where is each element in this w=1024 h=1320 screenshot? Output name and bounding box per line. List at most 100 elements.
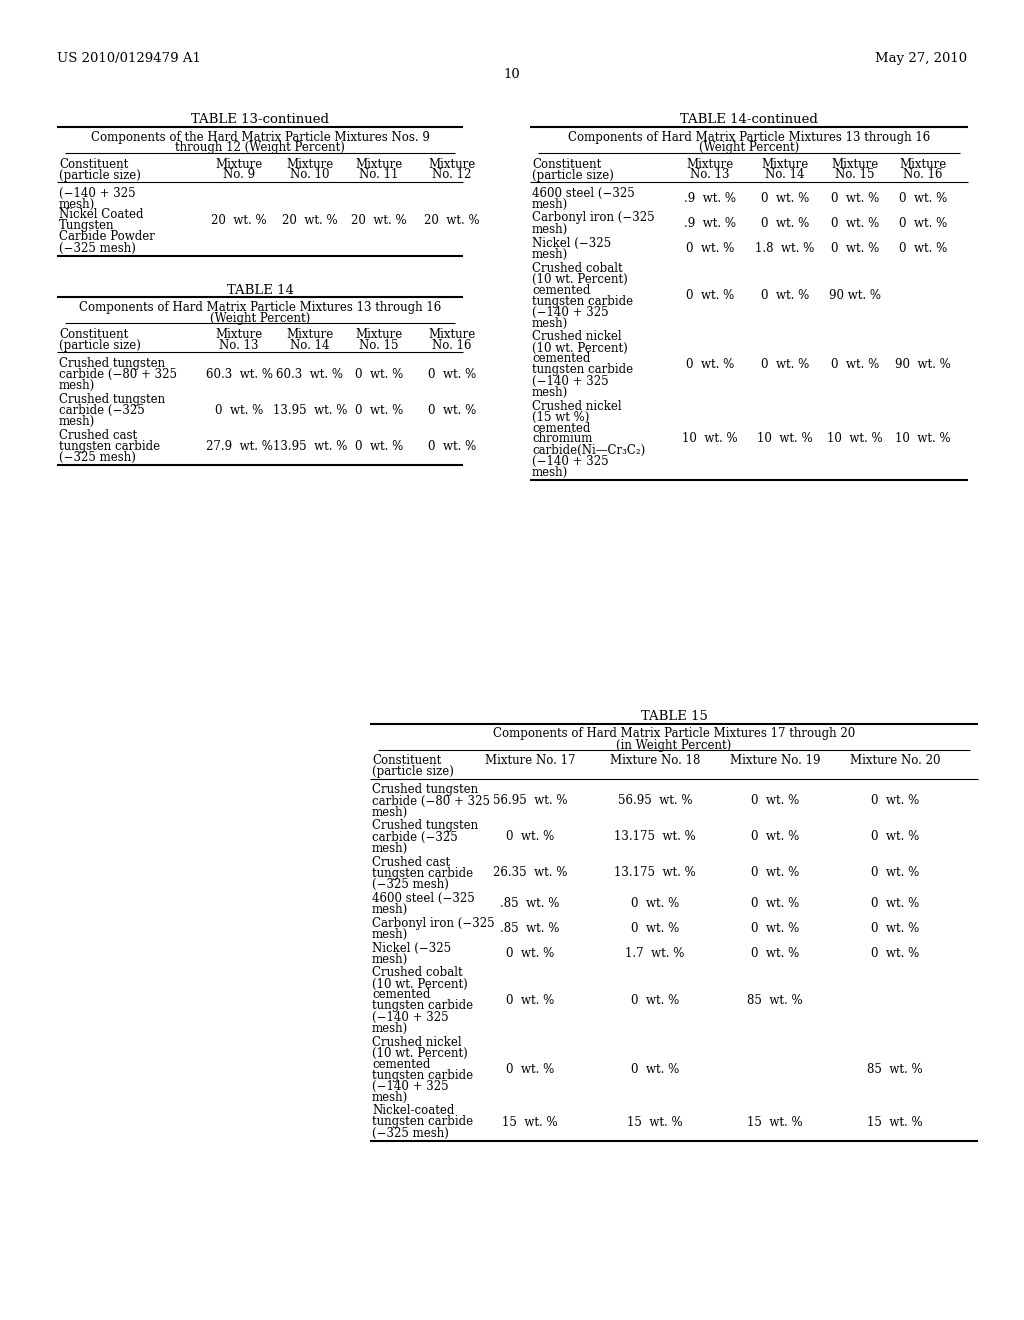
Text: 0  wt. %: 0 wt. %	[761, 358, 809, 371]
Text: 0  wt. %: 0 wt. %	[506, 830, 554, 843]
Text: 0  wt. %: 0 wt. %	[870, 830, 920, 843]
Text: (in Weight Percent): (in Weight Percent)	[616, 738, 731, 751]
Text: 0  wt. %: 0 wt. %	[686, 358, 734, 371]
Text: 60.3  wt. %: 60.3 wt. %	[276, 368, 343, 381]
Text: 0  wt. %: 0 wt. %	[355, 404, 403, 417]
Text: (−325 mesh): (−325 mesh)	[372, 878, 449, 891]
Text: (15 wt %): (15 wt %)	[532, 411, 590, 424]
Text: Carbide Powder: Carbide Powder	[59, 231, 155, 243]
Text: Mixture: Mixture	[215, 327, 262, 341]
Text: 0  wt. %: 0 wt. %	[686, 242, 734, 255]
Text: (−140 + 325: (−140 + 325	[372, 1080, 449, 1093]
Text: 0  wt. %: 0 wt. %	[870, 866, 920, 879]
Text: Crushed cast: Crushed cast	[59, 429, 137, 442]
Text: 90 wt. %: 90 wt. %	[829, 289, 881, 302]
Text: Crushed tungsten: Crushed tungsten	[59, 356, 165, 370]
Text: 20  wt. %: 20 wt. %	[424, 214, 480, 227]
Text: carbide (−80 + 325: carbide (−80 + 325	[372, 795, 490, 808]
Text: 0  wt. %: 0 wt. %	[751, 866, 799, 879]
Text: 1.8  wt. %: 1.8 wt. %	[756, 242, 815, 255]
Text: No. 14: No. 14	[290, 339, 330, 352]
Text: Mixture No. 17: Mixture No. 17	[484, 755, 575, 767]
Text: TABLE 14: TABLE 14	[226, 284, 294, 297]
Text: 10  wt. %: 10 wt. %	[827, 433, 883, 446]
Text: 0  wt. %: 0 wt. %	[899, 242, 947, 255]
Text: Mixture: Mixture	[215, 157, 262, 170]
Text: 13.95  wt. %: 13.95 wt. %	[272, 404, 347, 417]
Text: (10 wt. Percent): (10 wt. Percent)	[372, 1047, 468, 1060]
Text: No. 15: No. 15	[836, 169, 874, 181]
Text: mesh): mesh)	[532, 248, 568, 260]
Text: chromium: chromium	[532, 433, 592, 446]
Text: (−325 mesh): (−325 mesh)	[59, 451, 136, 465]
Text: Mixture: Mixture	[287, 327, 334, 341]
Text: Constituent: Constituent	[59, 327, 128, 341]
Text: mesh): mesh)	[59, 379, 95, 392]
Text: Mixture: Mixture	[355, 157, 402, 170]
Text: 0  wt. %: 0 wt. %	[830, 242, 880, 255]
Text: May 27, 2010: May 27, 2010	[874, 51, 967, 65]
Text: (−140 + 325: (−140 + 325	[532, 454, 608, 467]
Text: Crushed tungsten: Crushed tungsten	[372, 784, 478, 796]
Text: (−140 + 325: (−140 + 325	[372, 1011, 449, 1023]
Text: 0  wt. %: 0 wt. %	[686, 289, 734, 302]
Text: (−140 + 325: (−140 + 325	[59, 186, 135, 199]
Text: carbide (−325: carbide (−325	[59, 404, 144, 417]
Text: US 2010/0129479 A1: US 2010/0129479 A1	[57, 51, 201, 65]
Text: Components of the Hard Matrix Particle Mixtures Nos. 9: Components of the Hard Matrix Particle M…	[90, 131, 429, 144]
Text: Crushed tungsten: Crushed tungsten	[372, 820, 478, 833]
Text: 0  wt. %: 0 wt. %	[761, 289, 809, 302]
Text: mesh): mesh)	[372, 953, 409, 965]
Text: 15  wt. %: 15 wt. %	[748, 1115, 803, 1129]
Text: 13.175  wt. %: 13.175 wt. %	[614, 866, 696, 879]
Text: 85  wt. %: 85 wt. %	[867, 1063, 923, 1076]
Text: mesh): mesh)	[532, 466, 568, 479]
Text: 0  wt. %: 0 wt. %	[428, 404, 476, 417]
Text: No. 11: No. 11	[359, 169, 398, 181]
Text: (particle size): (particle size)	[532, 169, 613, 181]
Text: (−140 + 325: (−140 + 325	[532, 305, 608, 318]
Text: tungsten carbide: tungsten carbide	[372, 1115, 473, 1129]
Text: 10  wt. %: 10 wt. %	[682, 433, 738, 446]
Text: 0  wt. %: 0 wt. %	[751, 921, 799, 935]
Text: mesh): mesh)	[59, 414, 95, 428]
Text: mesh): mesh)	[59, 198, 95, 210]
Text: 0  wt. %: 0 wt. %	[761, 216, 809, 230]
Text: Crushed nickel: Crushed nickel	[532, 330, 622, 343]
Text: Mixture: Mixture	[762, 157, 809, 170]
Text: 1.7  wt. %: 1.7 wt. %	[626, 946, 685, 960]
Text: tungsten carbide: tungsten carbide	[372, 866, 473, 879]
Text: 10  wt. %: 10 wt. %	[757, 433, 813, 446]
Text: 4600 steel (−325: 4600 steel (−325	[532, 186, 635, 199]
Text: Components of Hard Matrix Particle Mixtures 17 through 20: Components of Hard Matrix Particle Mixtu…	[493, 727, 855, 741]
Text: 15  wt. %: 15 wt. %	[502, 1115, 558, 1129]
Text: Mixture: Mixture	[428, 157, 475, 170]
Text: carbide (−325: carbide (−325	[372, 830, 458, 843]
Text: TABLE 14-continued: TABLE 14-continued	[680, 114, 818, 125]
Text: No. 13: No. 13	[219, 339, 259, 352]
Text: mesh): mesh)	[372, 842, 409, 854]
Text: Crushed nickel: Crushed nickel	[372, 1035, 462, 1048]
Text: tungsten carbide: tungsten carbide	[532, 363, 633, 376]
Text: cemented: cemented	[372, 1057, 430, 1071]
Text: 20  wt. %: 20 wt. %	[283, 214, 338, 227]
Text: 0  wt. %: 0 wt. %	[751, 898, 799, 909]
Text: 27.9  wt. %: 27.9 wt. %	[206, 440, 272, 453]
Text: (Weight Percent): (Weight Percent)	[210, 312, 310, 325]
Text: (10 wt. Percent): (10 wt. Percent)	[372, 978, 468, 990]
Text: 0  wt. %: 0 wt. %	[631, 994, 679, 1007]
Text: Tungsten: Tungsten	[59, 219, 115, 232]
Text: 0  wt. %: 0 wt. %	[751, 946, 799, 960]
Text: 0  wt. %: 0 wt. %	[751, 795, 799, 808]
Text: No. 14: No. 14	[765, 169, 805, 181]
Text: 0  wt. %: 0 wt. %	[355, 368, 403, 381]
Text: Crushed cobalt: Crushed cobalt	[372, 966, 463, 979]
Text: mesh): mesh)	[532, 223, 568, 235]
Text: 0  wt. %: 0 wt. %	[870, 946, 920, 960]
Text: mesh): mesh)	[532, 317, 568, 330]
Text: (particle size): (particle size)	[59, 339, 141, 352]
Text: 10  wt. %: 10 wt. %	[895, 433, 951, 446]
Text: Carbonyl iron (−325: Carbonyl iron (−325	[532, 211, 654, 224]
Text: mesh): mesh)	[372, 903, 409, 916]
Text: 0  wt. %: 0 wt. %	[428, 440, 476, 453]
